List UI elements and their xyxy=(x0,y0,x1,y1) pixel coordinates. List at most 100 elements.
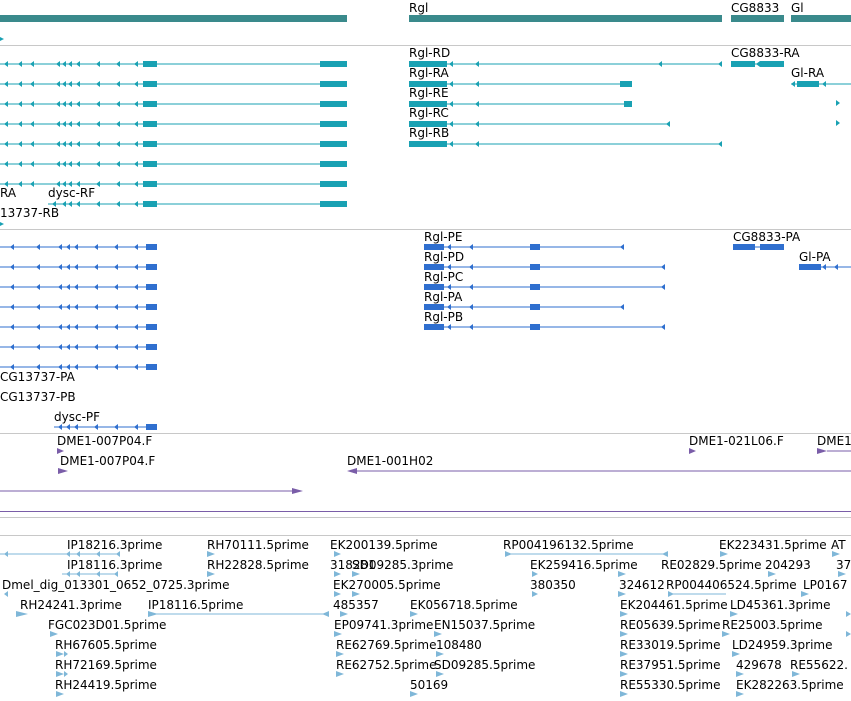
protein-rgl-pb[interactable] xyxy=(424,324,665,330)
est-label[interactable]: SD09285.3prime xyxy=(352,558,454,572)
clone-label[interactable]: DME1 xyxy=(817,434,851,448)
gene-label[interactable]: CG8833 xyxy=(731,1,780,15)
protein-glyph[interactable] xyxy=(0,324,157,330)
est-label[interactable]: LD45361.3prime xyxy=(730,598,831,612)
transcript-glyph[interactable] xyxy=(0,81,347,87)
protein-rgl-pe[interactable] xyxy=(424,244,624,250)
est-label[interactable]: RH22828.5prime xyxy=(207,558,309,572)
transcript-rgl-ra[interactable] xyxy=(409,81,632,87)
est-label[interactable]: RE05639.5prime xyxy=(620,618,721,632)
est-label[interactable]: 318281 xyxy=(330,558,376,572)
protein-cg8833-pa[interactable] xyxy=(733,244,784,250)
est-label[interactable]: RE55330.5prime xyxy=(620,678,721,692)
transcript-label[interactable]: Rgl-RE xyxy=(409,86,449,100)
transcript-label[interactable]: 13737-RB xyxy=(0,206,60,220)
est-label[interactable]: RE02829.5prime xyxy=(661,558,762,572)
transcript-glyph[interactable] xyxy=(0,141,347,147)
est-label[interactable]: RE25003.5prime xyxy=(722,618,823,632)
clone-marker[interactable] xyxy=(689,448,696,454)
est-label[interactable]: RH24419.5prime xyxy=(55,678,157,692)
est-glyph[interactable] xyxy=(720,551,776,577)
clone-marker[interactable] xyxy=(817,448,827,454)
est-label[interactable]: EN15037.5prime xyxy=(434,618,536,632)
est-label[interactable]: EK223431.5prime xyxy=(719,538,827,552)
clone-label[interactable]: DME1-001H02 xyxy=(347,454,434,468)
est-label[interactable]: IP18116.3prime xyxy=(67,558,163,572)
transcript-rgl-rd[interactable] xyxy=(409,61,722,67)
protein-label[interactable]: Rgl-PC xyxy=(424,270,464,284)
protein-label[interactable]: Rgl-PD xyxy=(424,250,465,264)
protein-label[interactable]: Rgl-PA xyxy=(424,290,463,304)
transcript-label[interactable]: Rgl-RC xyxy=(409,106,449,120)
clone-label[interactable]: DME1-007P04.F xyxy=(60,454,156,468)
clone-span[interactable] xyxy=(0,488,303,494)
est-label[interactable]: 37 xyxy=(836,558,851,572)
est-glyph[interactable] xyxy=(0,551,120,557)
gene-span-rgl[interactable] xyxy=(409,15,722,22)
est-label[interactable]: LD24959.3prime xyxy=(732,638,833,652)
est-label[interactable]: EK204461.5prime xyxy=(620,598,728,612)
protein-label[interactable]: Rgl-PE xyxy=(424,230,463,244)
transcript-rgl-rc[interactable] xyxy=(409,121,670,127)
est-glyph[interactable] xyxy=(207,551,215,577)
est-label[interactable]: Dmel_dig_013301_0652_0725.3prime xyxy=(2,578,230,592)
transcript-glyph[interactable] xyxy=(0,121,347,127)
gene-label[interactable]: Gl xyxy=(791,1,804,15)
protein-dysc-pf[interactable] xyxy=(54,424,157,430)
gene-span-gl[interactable] xyxy=(791,15,851,22)
clone-dme1-001h02[interactable] xyxy=(347,468,851,474)
protein-glyph[interactable] xyxy=(0,244,157,250)
est-glyph[interactable] xyxy=(618,571,626,597)
est-glyph[interactable] xyxy=(352,571,360,597)
transcript-glyph[interactable] xyxy=(0,181,347,187)
est-label[interactable]: RE62752.5prime xyxy=(336,658,437,672)
est-label[interactable]: RH70111.5prime xyxy=(207,538,309,552)
est-label[interactable]: IP18216.3prime xyxy=(67,538,163,552)
est-label[interactable]: 485357 xyxy=(333,598,379,612)
transcript-label[interactable]: Rgl-RD xyxy=(409,46,451,60)
gene-label[interactable]: Rgl xyxy=(409,1,429,15)
est-label[interactable]: RH24241.3prime xyxy=(20,598,122,612)
protein-label[interactable]: Gl-PA xyxy=(799,250,831,264)
protein-label[interactable]: CG8833-PA xyxy=(733,230,801,244)
protein-label[interactable]: CG13737-PA xyxy=(0,370,75,384)
est-label[interactable]: RH67605.5prime xyxy=(55,638,157,652)
est-glyph[interactable] xyxy=(148,611,329,617)
est-label[interactable]: EK056718.5prime xyxy=(410,598,518,612)
protein-label[interactable]: dysc-PF xyxy=(54,410,101,424)
protein-rgl-pd[interactable] xyxy=(424,264,665,270)
est-glyph[interactable] xyxy=(505,551,668,557)
est-label[interactable]: RH72169.5prime xyxy=(55,658,157,672)
est-label[interactable]: AT xyxy=(831,538,846,552)
est-glyph[interactable] xyxy=(340,611,418,617)
est-label[interactable]: RE33019.5prime xyxy=(620,638,721,652)
transcript-cg8833-ra[interactable] xyxy=(731,61,784,67)
est-label[interactable]: EK282263.5prime xyxy=(736,678,844,692)
est-glyph[interactable] xyxy=(4,591,28,617)
est-label[interactable]: EK200139.5prime xyxy=(330,538,438,552)
protein-glyph[interactable] xyxy=(0,344,157,350)
protein-glyph[interactable] xyxy=(0,284,157,290)
protein-glyph[interactable] xyxy=(0,264,157,270)
est-label[interactable]: 50169 xyxy=(410,678,449,692)
gene-span-left[interactable] xyxy=(0,15,347,22)
protein-rgl-pc[interactable] xyxy=(424,284,665,290)
est-label[interactable]: EP09741.3prime xyxy=(334,618,434,632)
transcript-glyph[interactable] xyxy=(0,61,347,67)
clone-label[interactable]: DME1-021L06.F xyxy=(689,434,784,448)
est-label[interactable]: RE37951.5prime xyxy=(620,658,721,672)
est-label[interactable]: RP004406524.5prime xyxy=(666,578,797,592)
transcript-label[interactable]: RA xyxy=(0,186,17,200)
protein-glyph[interactable] xyxy=(0,304,157,310)
transcript-rgl-rb[interactable] xyxy=(409,141,722,147)
transcript-glyph[interactable] xyxy=(0,101,347,107)
est-label[interactable]: RP004196132.5prime xyxy=(503,538,634,552)
gene-span-cg8833[interactable] xyxy=(731,15,784,22)
est-label[interactable]: IP18116.5prime xyxy=(148,598,244,612)
transcript-label[interactable]: Rgl-RA xyxy=(409,66,449,80)
est-label[interactable]: FGC023D01.5prime xyxy=(48,618,167,632)
est-label[interactable]: RE55622. xyxy=(790,658,848,672)
est-label[interactable]: 429678 xyxy=(736,658,782,672)
protein-glyph[interactable] xyxy=(0,364,157,370)
protein-label[interactable]: Rgl-PB xyxy=(424,310,464,324)
